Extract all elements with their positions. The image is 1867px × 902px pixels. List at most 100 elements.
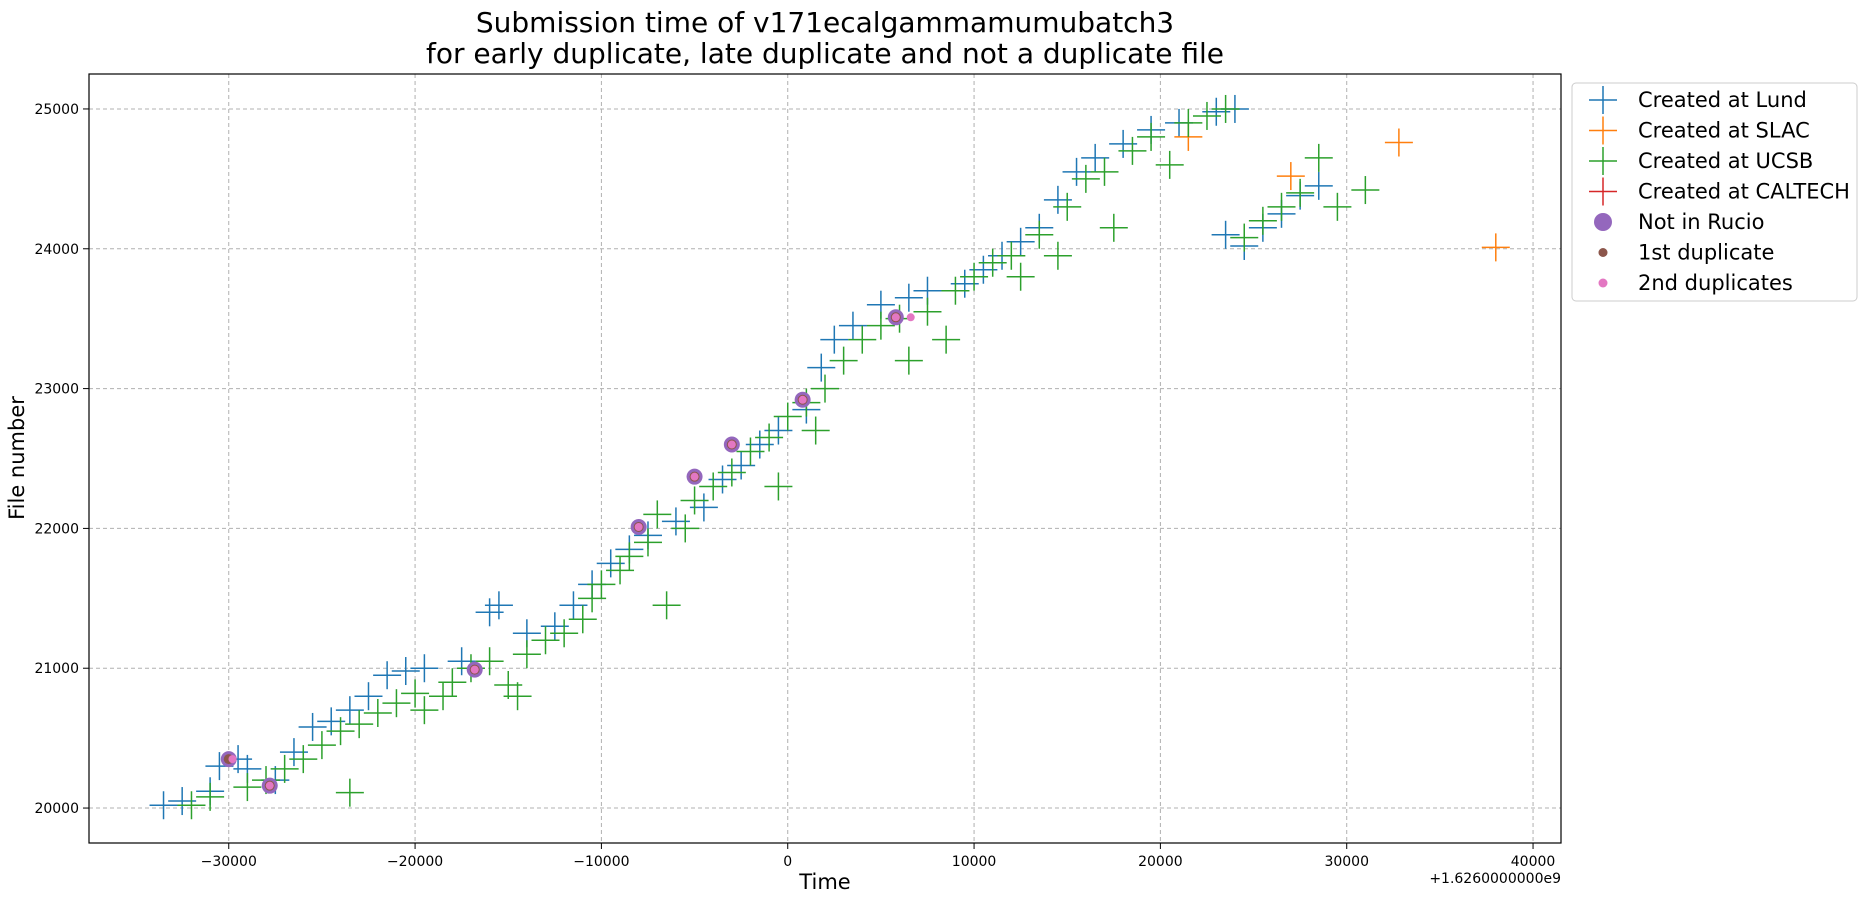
data-point [798, 395, 807, 404]
x-tick-label: 40000 [1511, 854, 1556, 870]
x-tick-label: −10000 [573, 854, 629, 870]
data-point [587, 570, 616, 599]
data-point [736, 437, 765, 466]
data-point [652, 591, 681, 620]
x-tick-label: 0 [783, 854, 792, 870]
data-point [363, 698, 392, 727]
data-point [801, 416, 830, 445]
legend-label: Created at Lund [1638, 88, 1807, 112]
data-point [503, 682, 532, 711]
legend: Created at Lund Created at SLAC Created at… [1571, 82, 1858, 302]
data-point [1304, 171, 1333, 200]
data-point [307, 731, 336, 760]
data-point [298, 712, 327, 741]
data-point [470, 665, 479, 674]
data-point [373, 661, 402, 690]
x-tick-label: 20000 [1138, 854, 1183, 870]
legend-box [1571, 82, 1858, 302]
data-point [1071, 164, 1100, 193]
data-point [512, 640, 541, 669]
legend-label: Created at CALTECH [1638, 180, 1850, 204]
data-point [1276, 162, 1305, 191]
legend-label: 1st duplicate [1638, 241, 1774, 265]
data-point [391, 657, 420, 686]
data-point [265, 781, 274, 790]
data-point [755, 423, 784, 452]
data-point [228, 755, 237, 764]
data-point [764, 472, 793, 501]
data-point [484, 591, 513, 620]
legend-marker [1589, 147, 1617, 175]
data-point [1118, 136, 1147, 165]
legend-marker [1589, 86, 1617, 114]
legend-marker [1594, 213, 1612, 231]
data-point [410, 696, 439, 725]
data-point [1211, 94, 1240, 123]
y-tick-label: 21000 [34, 661, 79, 677]
data-point [1248, 206, 1277, 235]
data-point [807, 353, 836, 382]
y-axis-label: File number [5, 396, 29, 520]
data-point [717, 458, 746, 487]
data-point [1211, 220, 1240, 249]
data-point [643, 500, 672, 529]
data-point [811, 374, 839, 403]
legend-marker [1598, 278, 1608, 288]
data-point [891, 313, 900, 322]
x-tick-label: 10000 [952, 854, 997, 870]
data-point [270, 754, 299, 783]
y-tick-label: 20000 [34, 801, 79, 817]
data-point [894, 346, 923, 375]
data-point [475, 647, 504, 676]
data-point [932, 325, 961, 354]
data-point [773, 402, 802, 431]
data-point [633, 528, 662, 557]
data-point [233, 773, 262, 802]
data-point [1099, 213, 1128, 242]
data-point [699, 472, 728, 501]
data-point [913, 297, 942, 326]
chart-subtitle: for early duplicate, late duplicate and … [426, 37, 1224, 70]
data-point [1043, 241, 1072, 270]
x-axis-offset-text: +1.6260000000e9 [1429, 871, 1561, 887]
data-point [1481, 233, 1510, 262]
data-point [177, 791, 206, 820]
data-point [1351, 176, 1380, 205]
data-point [634, 523, 643, 532]
x-tick-label: 30000 [1324, 854, 1369, 870]
series-2 [177, 94, 1380, 820]
legend-label: 2nd duplicates [1638, 271, 1793, 295]
legend-marker [1589, 177, 1617, 206]
data-point [401, 679, 430, 708]
data-point [1304, 143, 1333, 172]
data-point [149, 791, 178, 820]
data-point [326, 717, 355, 746]
data-point [906, 313, 915, 322]
data-point [615, 542, 644, 571]
data-point [1053, 192, 1082, 221]
data-point [1006, 262, 1035, 291]
data-point [1230, 223, 1259, 252]
legend-label: Not in Rucio [1638, 210, 1764, 234]
data-point [335, 778, 364, 807]
plot-frame [88, 73, 1562, 844]
data-point [345, 710, 374, 739]
y-tick-label: 25000 [34, 102, 79, 118]
data-point [568, 605, 597, 634]
legend-marker [1589, 116, 1617, 145]
data-point [1025, 220, 1054, 249]
x-axis-label: Time [798, 870, 850, 894]
data-point [866, 311, 895, 340]
series-6 [228, 313, 915, 790]
data-point [941, 276, 970, 305]
data-point [690, 472, 699, 481]
y-tick-label: 24000 [34, 242, 79, 258]
chart-title: Submission time of v171ecalgammamumubatc… [476, 6, 1174, 39]
data-point [978, 248, 1007, 277]
data-point [680, 486, 709, 515]
data-point [196, 782, 225, 811]
legend-label: Created at UCSB [1638, 149, 1813, 173]
y-tick-label: 23000 [34, 382, 79, 398]
data-point [1137, 122, 1166, 151]
